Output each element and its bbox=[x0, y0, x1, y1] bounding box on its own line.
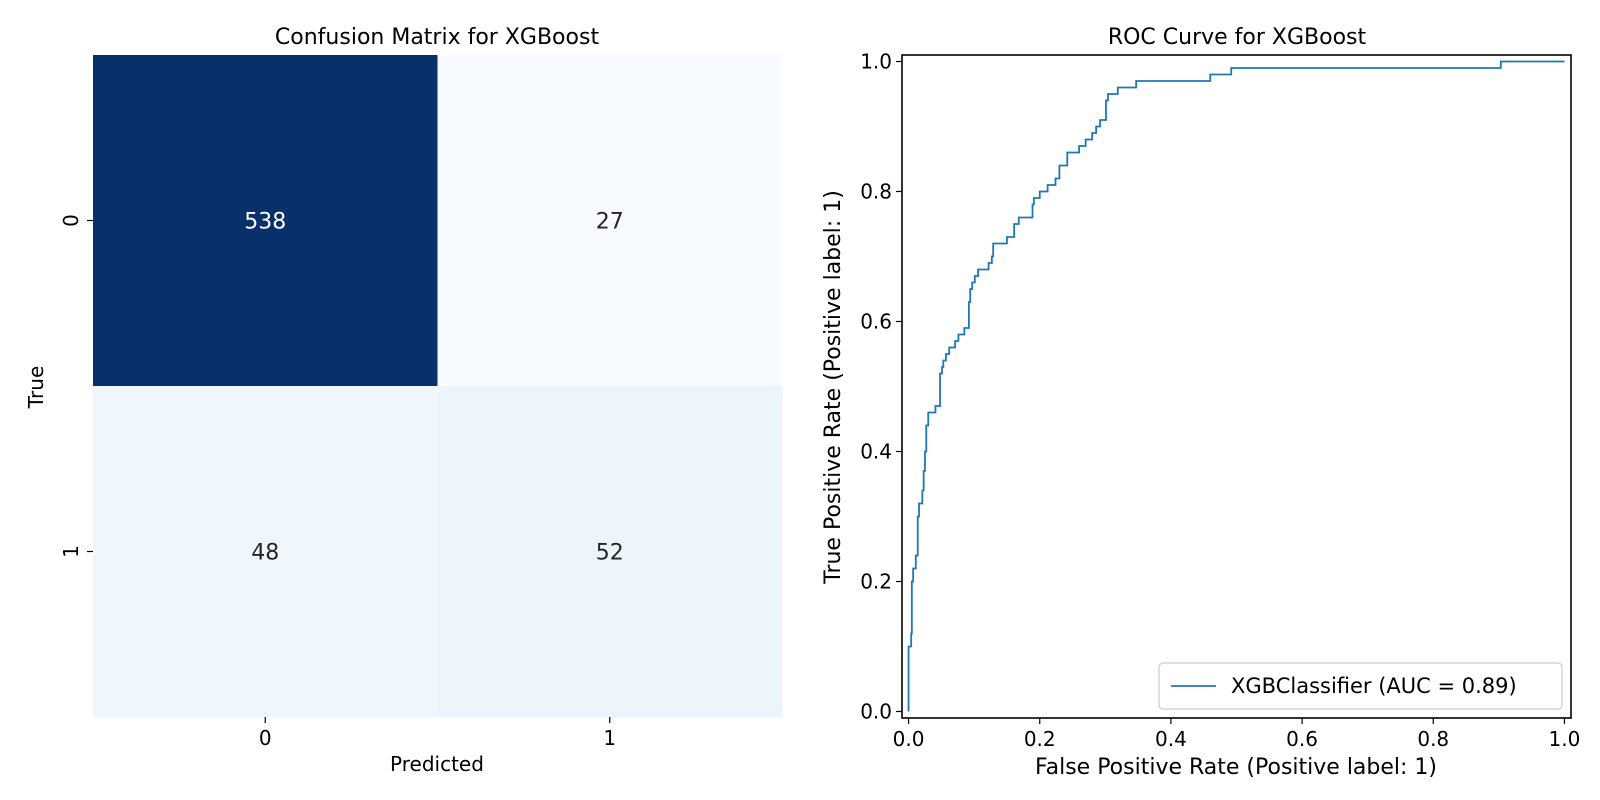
heatmap-cell bbox=[93, 386, 438, 718]
legend-label: XGBClassifier (AUC = 0.89) bbox=[1231, 674, 1517, 698]
y-tick-label: 0.4 bbox=[860, 440, 892, 464]
x-tick-label: 0.6 bbox=[1286, 727, 1318, 751]
heatmap-cell-value: 27 bbox=[596, 210, 624, 235]
roc-x-ticks: 0.0 0.2 0.4 0.6 0.8 1.0 bbox=[893, 718, 1581, 751]
legend-frame bbox=[1158, 662, 1563, 710]
roc-curve-line bbox=[907, 60, 1565, 712]
confusion-matrix-x-axis-label: Predicted bbox=[390, 752, 484, 776]
heatmap-cell-value: 52 bbox=[596, 541, 624, 566]
confusion-matrix-y-axis-label: True bbox=[24, 366, 48, 409]
y-tick-label: 0.6 bbox=[860, 310, 892, 334]
heatmap-cell-value: 48 bbox=[251, 541, 279, 566]
x-tick-label: 0.8 bbox=[1417, 727, 1449, 751]
roc-curve-panel: ROC Curve for XGBoost 0.0 0.2 0.4 0.6 0.8 1.0… bbox=[821, 25, 1580, 780]
roc-x-axis-label: False Positive Rate (Positive label: 1) bbox=[1035, 755, 1437, 780]
x-tick-label: 1.0 bbox=[1549, 727, 1581, 751]
y-tick-label: 1.0 bbox=[860, 50, 892, 74]
x-tick-label: 0.0 bbox=[893, 727, 925, 751]
confusion-matrix-y-ticks: 01 bbox=[59, 214, 93, 558]
y-tick-label: 0 bbox=[59, 214, 83, 227]
y-tick-label: 0.2 bbox=[860, 570, 892, 594]
confusion-matrix-title: Confusion Matrix for XGBoost bbox=[275, 25, 600, 50]
heatmap-cell bbox=[93, 55, 438, 387]
x-tick-label: 0 bbox=[259, 726, 272, 750]
x-tick-label: 0.2 bbox=[1024, 727, 1056, 751]
y-tick-label: 0.8 bbox=[860, 180, 892, 204]
heatmap-cell bbox=[437, 55, 783, 387]
x-tick-label: 0.4 bbox=[1155, 727, 1187, 751]
roc-y-ticks: 0.0 0.2 0.4 0.6 0.8 1.0 bbox=[860, 50, 902, 724]
heatmap-cell bbox=[437, 386, 783, 718]
confusion-matrix-cells: 538 27 48 52 bbox=[93, 55, 783, 718]
confusion-matrix-panel: Confusion Matrix for XGBoost 538 27 48 52 0… bbox=[24, 25, 783, 776]
roc-legend: XGBClassifier (AUC = 0.89) bbox=[1158, 662, 1563, 710]
x-tick-label: 1 bbox=[603, 726, 616, 750]
y-tick-label: 1 bbox=[59, 545, 83, 558]
roc-y-axis-label: True Positive Rate (Positive label: 1) bbox=[821, 190, 846, 585]
heatmap-cell-value: 538 bbox=[244, 210, 286, 235]
y-tick-label: 0.0 bbox=[860, 700, 892, 724]
roc-plot-frame bbox=[901, 54, 1572, 719]
roc-curve-title: ROC Curve for XGBoost bbox=[1108, 25, 1367, 50]
